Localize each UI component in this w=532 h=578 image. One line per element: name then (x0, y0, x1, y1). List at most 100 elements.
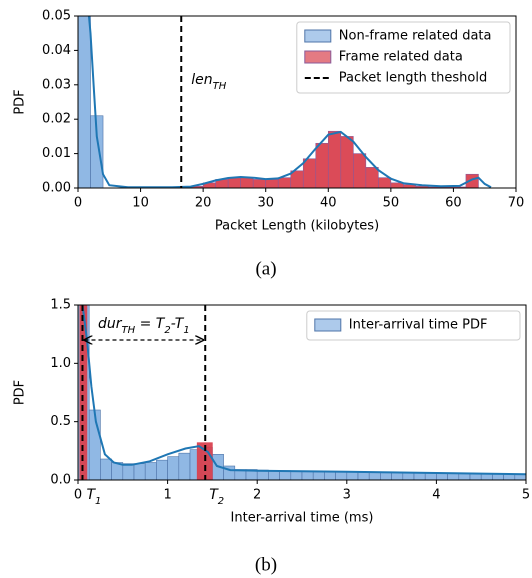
hist-bar (100, 458, 112, 480)
legend-label: Non-frame related data (339, 29, 492, 44)
hist-bar (90, 115, 104, 188)
legend-box (296, 21, 511, 94)
threshold-label: lenTH (191, 72, 226, 92)
span-label-part: TH (122, 325, 136, 336)
hist-bar (277, 177, 292, 188)
hist-bar (240, 177, 254, 188)
y-tick-label: 0.0 (50, 473, 71, 488)
x-tick-label: 3 (343, 488, 351, 503)
hist-bar (335, 471, 348, 480)
legend-swatch (304, 29, 332, 43)
hist-bar (252, 179, 267, 188)
span-label-part: 1 (183, 325, 189, 336)
x-tick-label: 20 (195, 196, 212, 211)
caption: (a) (255, 258, 276, 279)
hist-bar (133, 463, 146, 480)
span-label-part: -T (171, 316, 185, 332)
x-tick-label: 30 (257, 196, 274, 211)
threshold-label-part: TH (213, 81, 227, 92)
y-tick-label: 0.05 (42, 9, 71, 24)
hist-bar (402, 472, 415, 480)
hist-bar (312, 471, 325, 480)
hist-bar (144, 462, 157, 480)
x-tick-label: 60 (445, 196, 462, 211)
y-axis-label: PDF (13, 380, 28, 405)
hist-bar (290, 470, 303, 480)
hist-bar (268, 470, 280, 480)
hist-bar (447, 473, 460, 480)
threshold-label-part: 2 (218, 496, 224, 507)
hist-bar (365, 167, 379, 188)
legend-swatch (304, 50, 332, 64)
hist-bar (413, 472, 426, 480)
threshold-label-part: T (86, 487, 96, 503)
x-tick-label: 1 (163, 488, 171, 503)
x-tick-label: 5 (522, 488, 530, 503)
y-tick-label: 1.5 (50, 298, 71, 313)
x-axis-label: Packet Length (kilobytes) (215, 219, 379, 234)
x-tick-label: 2 (253, 488, 261, 503)
y-tick-label: 0.00 (42, 181, 71, 196)
plot-area (78, 16, 492, 188)
span-label-part: = T (135, 316, 166, 332)
hist-bar (302, 158, 317, 188)
hist-bar (458, 473, 471, 480)
legend-box (306, 310, 521, 341)
hist-bar (353, 153, 367, 188)
legend-label: Frame related data (339, 50, 463, 65)
legend-label: Packet length theshold (339, 71, 487, 86)
kde-curve (87, 16, 492, 188)
threshold-label-part: T (209, 487, 219, 503)
hist-bar (301, 470, 314, 480)
axes-frame (77, 304, 527, 481)
hist-bar (346, 471, 359, 480)
threshold-label-part: len (191, 72, 212, 88)
y-tick-label: 1.0 (50, 356, 71, 371)
hist-bar (391, 472, 404, 480)
hist-bar (122, 463, 135, 480)
span-label-part: dur (98, 316, 123, 332)
x-tick-label: 0 (74, 488, 82, 503)
x-tick-label: 0 (74, 196, 82, 211)
hist-bar (357, 471, 370, 480)
y-axis-label: PDF (13, 89, 28, 114)
hist-bar (378, 177, 392, 188)
hist-bar (424, 472, 437, 480)
hist-bar (227, 177, 241, 188)
hist-bar (167, 456, 180, 480)
hist-bar (265, 179, 279, 188)
hist-bar (340, 136, 354, 188)
y-tick-label: 0.04 (42, 43, 71, 58)
legend-label: Inter-arrival time PDF (349, 318, 488, 333)
hist-bar (324, 471, 336, 480)
y-tick-label: 0.03 (42, 77, 71, 92)
y-tick-label: 0.02 (42, 112, 71, 127)
threshold-label: T2 (209, 487, 224, 507)
x-tick-label: 40 (320, 196, 337, 211)
hist-bar (436, 472, 448, 480)
caption: (b) (255, 554, 277, 575)
hist-bar (380, 472, 392, 480)
kde-curve (81, 305, 526, 476)
hist-bar (78, 16, 91, 188)
span-label-part: 2 (164, 325, 170, 336)
x-tick-label: 4 (432, 488, 440, 503)
span-label: durTH = T2-T1 (98, 316, 190, 336)
hist-bar (368, 472, 381, 480)
legend-swatch (314, 318, 342, 332)
hist-bar (290, 170, 304, 188)
hist-bar (327, 130, 342, 188)
plot-area (78, 305, 526, 480)
hist-bar (178, 452, 191, 480)
y-tick-label: 0.5 (50, 414, 71, 429)
hist-bar (156, 459, 168, 480)
hist-bar (390, 182, 404, 188)
y-tick-label: 0.01 (42, 146, 71, 161)
x-axis-label: Inter-arrival time (ms) (231, 511, 374, 526)
x-tick-label: 10 (132, 196, 149, 211)
x-tick-label: 70 (508, 196, 525, 211)
hist-bar (315, 142, 329, 188)
highlight-bar (79, 305, 88, 480)
threshold-label: T1 (86, 487, 101, 507)
